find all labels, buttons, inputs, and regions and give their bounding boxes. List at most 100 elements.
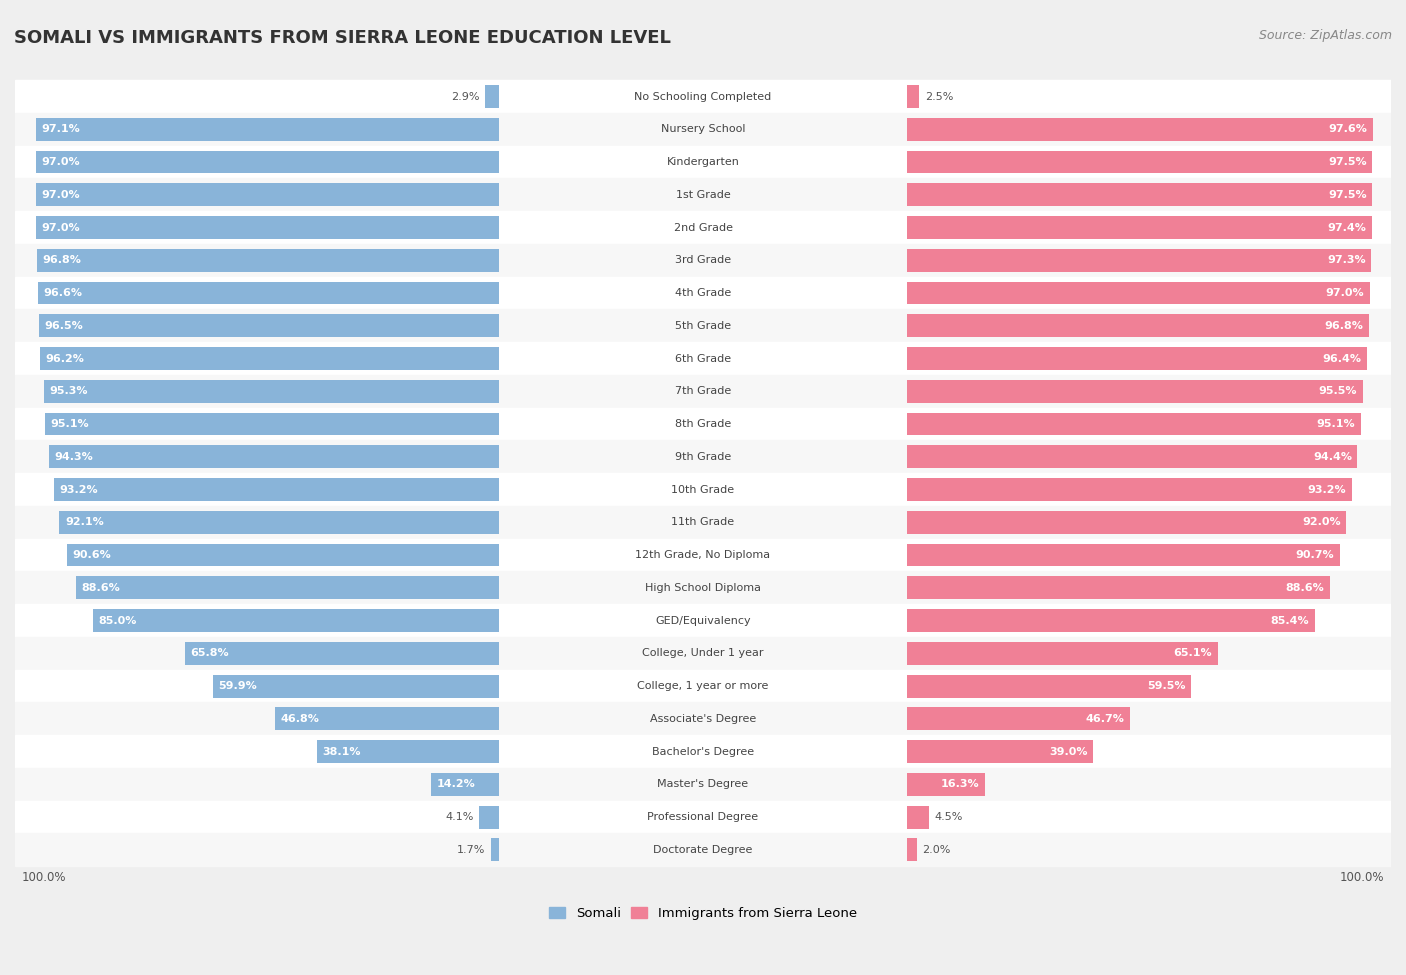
Text: 97.3%: 97.3% (1327, 255, 1365, 265)
Bar (15, 506, 1391, 538)
Bar (15, 375, 1391, 408)
Bar (907, 642, 1218, 665)
Bar (907, 282, 1369, 304)
Bar (907, 446, 1357, 468)
Bar (76, 576, 499, 600)
Bar (45, 412, 499, 436)
Text: 14.2%: 14.2% (436, 779, 475, 790)
Bar (35, 118, 499, 140)
Bar (907, 150, 1372, 174)
Text: 3rd Grade: 3rd Grade (675, 255, 731, 265)
Text: 95.1%: 95.1% (51, 419, 89, 429)
Text: Nursery School: Nursery School (661, 124, 745, 135)
Bar (479, 805, 499, 829)
Bar (485, 85, 499, 108)
Text: College, Under 1 year: College, Under 1 year (643, 648, 763, 658)
Text: 97.0%: 97.0% (42, 157, 80, 167)
Bar (15, 800, 1391, 834)
Bar (15, 441, 1391, 473)
Bar (907, 675, 1191, 697)
Text: Doctorate Degree: Doctorate Degree (654, 844, 752, 855)
Bar (39, 347, 499, 370)
Text: 1.7%: 1.7% (457, 844, 485, 855)
Bar (44, 380, 499, 403)
Bar (907, 773, 986, 796)
Bar (907, 707, 1130, 730)
Bar (184, 642, 499, 665)
Bar (907, 740, 1094, 763)
Bar (15, 408, 1391, 441)
Text: High School Diploma: High School Diploma (645, 583, 761, 593)
Text: 65.8%: 65.8% (190, 648, 229, 658)
Text: Source: ZipAtlas.com: Source: ZipAtlas.com (1258, 29, 1392, 42)
Bar (15, 702, 1391, 735)
Bar (907, 609, 1315, 632)
Bar (15, 145, 1391, 178)
Text: 5th Grade: 5th Grade (675, 321, 731, 331)
Text: Kindergarten: Kindergarten (666, 157, 740, 167)
Bar (907, 511, 1346, 533)
Text: 97.0%: 97.0% (42, 222, 80, 232)
Bar (37, 183, 499, 207)
Text: 38.1%: 38.1% (322, 747, 361, 757)
Bar (15, 670, 1391, 702)
Bar (15, 473, 1391, 506)
Text: 93.2%: 93.2% (59, 485, 98, 494)
Text: College, 1 year or more: College, 1 year or more (637, 682, 769, 691)
Text: 97.1%: 97.1% (41, 124, 80, 135)
Text: 97.6%: 97.6% (1329, 124, 1367, 135)
Bar (15, 277, 1391, 309)
Bar (276, 707, 499, 730)
Text: GED/Equivalency: GED/Equivalency (655, 615, 751, 626)
Bar (907, 380, 1362, 403)
Bar (907, 249, 1371, 272)
Text: Bachelor's Degree: Bachelor's Degree (652, 747, 754, 757)
Text: SOMALI VS IMMIGRANTS FROM SIERRA LEONE EDUCATION LEVEL: SOMALI VS IMMIGRANTS FROM SIERRA LEONE E… (14, 29, 671, 47)
Bar (15, 538, 1391, 571)
Text: 88.6%: 88.6% (1285, 583, 1324, 593)
Bar (430, 773, 499, 796)
Bar (491, 838, 499, 861)
Bar (907, 478, 1351, 501)
Text: Associate's Degree: Associate's Degree (650, 714, 756, 723)
Text: 95.3%: 95.3% (49, 386, 89, 396)
Text: 97.5%: 97.5% (1329, 190, 1367, 200)
Text: 65.1%: 65.1% (1174, 648, 1212, 658)
Text: 88.6%: 88.6% (82, 583, 121, 593)
Text: 4.1%: 4.1% (446, 812, 474, 822)
Legend: Somali, Immigrants from Sierra Leone: Somali, Immigrants from Sierra Leone (544, 902, 862, 925)
Text: 94.4%: 94.4% (1313, 451, 1353, 462)
Bar (907, 347, 1367, 370)
Text: 100.0%: 100.0% (1340, 871, 1384, 884)
Text: 46.8%: 46.8% (281, 714, 319, 723)
Text: 96.2%: 96.2% (45, 354, 84, 364)
Bar (907, 838, 917, 861)
Bar (15, 604, 1391, 637)
Bar (49, 446, 499, 468)
Text: Professional Degree: Professional Degree (647, 812, 759, 822)
Text: 96.4%: 96.4% (1323, 354, 1361, 364)
Bar (907, 544, 1340, 566)
Bar (907, 805, 929, 829)
Text: 8th Grade: 8th Grade (675, 419, 731, 429)
Text: 2.5%: 2.5% (925, 92, 953, 101)
Bar (15, 735, 1391, 768)
Bar (15, 768, 1391, 800)
Text: 12th Grade, No Diploma: 12th Grade, No Diploma (636, 550, 770, 560)
Bar (15, 178, 1391, 212)
Text: 96.6%: 96.6% (44, 288, 83, 298)
Text: No Schooling Completed: No Schooling Completed (634, 92, 772, 101)
Text: 96.8%: 96.8% (1324, 321, 1364, 331)
Bar (214, 675, 499, 697)
Bar (38, 314, 499, 337)
Text: 4.5%: 4.5% (934, 812, 963, 822)
Bar (93, 609, 499, 632)
Bar (907, 314, 1369, 337)
Bar (59, 511, 499, 533)
Bar (55, 478, 499, 501)
Text: 95.5%: 95.5% (1319, 386, 1357, 396)
Bar (15, 309, 1391, 342)
Text: 96.5%: 96.5% (44, 321, 83, 331)
Text: 7th Grade: 7th Grade (675, 386, 731, 396)
Bar (15, 212, 1391, 244)
